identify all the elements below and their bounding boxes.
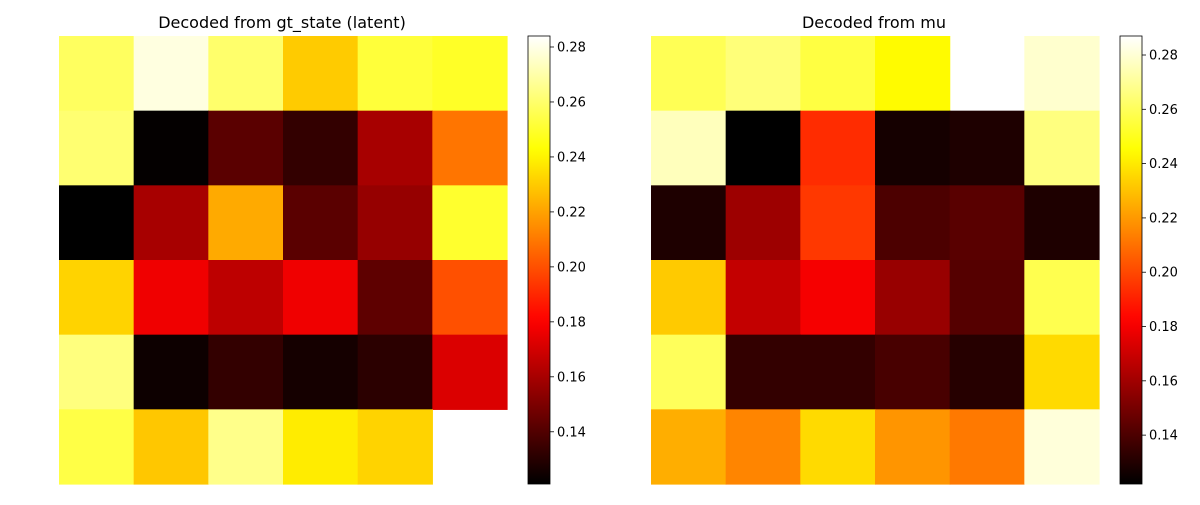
heatmap-cell: [1024, 110, 1100, 186]
heatmap-cell: [800, 36, 876, 112]
heatmap-cell: [725, 334, 801, 410]
heatmap-cell: [59, 334, 135, 410]
colorbar-tick-label: 0.22: [1149, 211, 1178, 226]
heatmap-cell: [208, 110, 284, 186]
colorbar-tick-label: 0.28: [1149, 49, 1178, 64]
heatmap-cell: [208, 185, 284, 261]
heatmap-panel-1: Decoded from gt_state (latent)0.140.160.…: [59, 13, 586, 485]
heatmap-cell: [133, 36, 209, 112]
heatmap-cell: [949, 185, 1025, 261]
heatmap-cell: [800, 110, 876, 186]
heatmap-cell: [725, 260, 801, 336]
heatmap-cell: [59, 110, 135, 186]
heatmap-cell: [59, 260, 135, 336]
heatmap-panel-2: Decoded from mu0.140.160.180.200.220.240…: [651, 13, 1178, 485]
heatmap-cell: [283, 185, 359, 261]
heatmap-cell: [800, 260, 876, 336]
colorbar-gradient: [527, 35, 551, 485]
heatmap-cell: [133, 260, 209, 336]
heatmap-cell: [651, 260, 727, 336]
heatmap-cell: [432, 36, 508, 112]
colorbar-tick-label: 0.18: [1149, 320, 1178, 335]
heatmap-cell: [725, 110, 801, 186]
heatmap-cell: [133, 334, 209, 410]
colorbar-tick-label: 0.18: [557, 315, 586, 330]
heatmap-cell: [208, 334, 284, 410]
heatmap-cell: [357, 185, 433, 261]
heatmap-cell: [59, 185, 135, 261]
heatmap-cell: [357, 260, 433, 336]
heatmap-cell: [432, 260, 508, 336]
colorbar-tick-label: 0.14: [1149, 429, 1178, 444]
colorbar-tick-label: 0.28: [557, 40, 586, 55]
heatmap-cell: [651, 36, 727, 112]
heatmap-cell: [875, 334, 951, 410]
heatmap-cell: [949, 334, 1025, 410]
colorbar-tick-label: 0.20: [557, 260, 586, 275]
heatmap-cell: [651, 409, 727, 485]
heatmap-cell: [357, 36, 433, 112]
colorbar-tick-label: 0.16: [557, 370, 586, 385]
heatmap-cell: [800, 334, 876, 410]
heatmap-cell: [208, 260, 284, 336]
heatmap-cell: [725, 36, 801, 112]
heatmap-cell: [283, 260, 359, 336]
heatmap-cell: [59, 36, 135, 112]
colorbar-tick-label: 0.24: [557, 150, 586, 165]
colorbar-tick-label: 0.24: [1149, 157, 1178, 172]
heatmap-cell: [283, 334, 359, 410]
heatmap-cell: [651, 110, 727, 186]
heatmap-cell: [59, 409, 135, 485]
heatmap-cell: [133, 110, 209, 186]
heatmap-cell: [800, 185, 876, 261]
heatmap-cell: [1024, 334, 1100, 410]
heatmap-cell: [1024, 36, 1100, 112]
heatmap-cell: [133, 185, 209, 261]
heatmap-cell: [432, 185, 508, 261]
heatmap-cell: [875, 110, 951, 186]
heatmap-cell: [283, 36, 359, 112]
heatmap-cell: [875, 409, 951, 485]
colorbar-tick-label: 0.26: [1149, 103, 1178, 118]
heatmap-cell: [875, 36, 951, 112]
heatmap-cell: [949, 260, 1025, 336]
heatmap-cell: [208, 36, 284, 112]
heatmap-cell: [725, 185, 801, 261]
heatmap-cell: [1024, 185, 1100, 261]
heatmap-cell: [651, 334, 727, 410]
heatmap-cell: [800, 409, 876, 485]
heatmap-cell: [1024, 260, 1100, 336]
chart-title: Decoded from gt_state (latent): [158, 13, 406, 33]
colorbar-tick-label: 0.26: [557, 95, 586, 110]
heatmap-cell: [357, 334, 433, 410]
heatmap-cell: [432, 334, 508, 410]
heatmap-cell: [208, 409, 284, 485]
heatmap-cell: [432, 110, 508, 186]
colorbar-tick-label: 0.16: [1149, 374, 1178, 389]
colorbar-tick-label: 0.22: [557, 205, 586, 220]
heatmap-cell: [949, 409, 1025, 485]
heatmap-cell: [725, 409, 801, 485]
colorbar: 0.14 0.16 0.18 0.20 0.22 0.24 0.26 0.28: [1119, 35, 1178, 485]
chart-title: Decoded from mu: [802, 13, 946, 32]
heatmap-cell: [283, 409, 359, 485]
colorbar-tick-label: 0.20: [1149, 266, 1178, 281]
colorbar-tick-label: 0.14: [557, 425, 586, 440]
heatmap-cell: [133, 409, 209, 485]
colorbar: 0.14 0.16 0.18 0.20 0.22 0.24 0.26 0.28: [527, 35, 586, 485]
heatmap-cell: [357, 409, 433, 485]
heatmap-cell: [357, 110, 433, 186]
heatmap-cell: [283, 110, 359, 186]
heatmap-cell: [949, 110, 1025, 186]
heatmap-cell: [875, 185, 951, 261]
heatmap-cell: [651, 185, 727, 261]
heatmap-cell: [875, 260, 951, 336]
colorbar-gradient: [1119, 35, 1143, 485]
heatmap-cell: [1024, 409, 1100, 485]
